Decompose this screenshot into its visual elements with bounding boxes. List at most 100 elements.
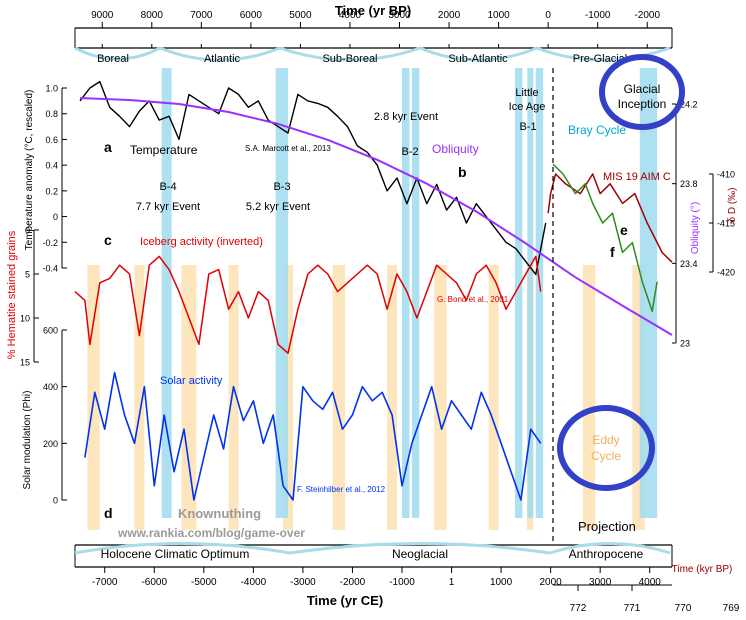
bottom-tick-label: -6000 (141, 577, 167, 588)
solar-tick-label: 200 (43, 439, 58, 449)
obliquity-tick-label: 23.4 (680, 259, 698, 269)
obliquity-label: Obliquity (432, 142, 479, 156)
iceberg-label: Iceberg activity (inverted) (140, 236, 263, 248)
cold-event-band-1 (275, 68, 289, 518)
bottom-tick-label: 1000 (490, 577, 513, 588)
top-tick-label: -2000 (634, 10, 660, 21)
bottom-tick-label: -2000 (340, 577, 366, 588)
solar-tick-label: 0 (53, 496, 58, 506)
cold-event-band-2 (401, 68, 410, 518)
bands-layer (87, 68, 658, 530)
hematite-tick-label: 5 (25, 270, 30, 280)
period-boreal: Boreal (97, 53, 129, 65)
bottom-tick-label: 1 (449, 577, 455, 588)
bottom-tick-label: -4000 (241, 577, 267, 588)
eddy-band-10 (582, 265, 596, 530)
kyr-tick-label: 769 (723, 603, 740, 614)
eddy-cycle-highlight-circle (557, 405, 655, 491)
series-layer (74, 80, 673, 501)
cold-event-band-4 (514, 68, 523, 518)
bottom-tick-label: -1000 (389, 577, 415, 588)
bottom-tick-label: 4000 (639, 577, 662, 588)
solar-label: Solar activity (160, 375, 223, 387)
panel-label-a: a (104, 139, 112, 155)
period-atlantic: Atlantic (204, 53, 241, 65)
cold-event-band-5 (527, 68, 534, 518)
deuterium-axis-title: δ D (‰) (727, 187, 738, 222)
temp-tick-label: 1.0 (45, 84, 58, 94)
series-obliquity (79, 97, 673, 336)
solar-tick-label: 400 (43, 382, 58, 392)
series-mis-19-projection (552, 163, 658, 312)
eddy-band-3 (228, 265, 239, 530)
series-temperature (79, 80, 547, 276)
cold-event-band-6 (535, 68, 544, 518)
eddy-band-5 (332, 265, 346, 530)
b4-label: B-4 (159, 181, 176, 193)
eddy-band-1 (134, 265, 145, 530)
temp-tick-label: -0.4 (42, 264, 58, 274)
period-sub-atlantic: Sub-Atlantic (448, 53, 508, 65)
bottom-tick-label: 3000 (589, 577, 612, 588)
top-tick-label: 2000 (438, 10, 461, 21)
solar-axis-title: Solar modulation (Phi) (22, 391, 33, 490)
obliquity-tick-label: 23 (680, 339, 690, 349)
glacial-inception-label-1: Glacial (624, 82, 661, 96)
obliquity-tick-label: 23.8 (680, 179, 698, 189)
panel-label-c: c (104, 232, 112, 248)
watermark-1: Knownuthing (178, 506, 261, 521)
kyr-tick-label: 772 (570, 603, 587, 614)
event-77-label: 7.7 kyr Event (136, 201, 200, 213)
hematite-tick-label: 15 (20, 358, 30, 368)
top-tick-label: 9000 (91, 10, 114, 21)
little-ice-age-label-1: Little (515, 87, 538, 99)
axes-layer: -7000 -6000 -5000 -4000 -3000 -2000 -1000 1 1000… (20, 10, 740, 614)
bottom-axis-title: Time (yr CE) (307, 593, 383, 608)
top-tick-label: 7000 (190, 10, 213, 21)
period-sub-boreal: Sub-Boreal (322, 53, 377, 65)
eddy-band-8 (488, 265, 499, 530)
event-52-label: 5.2 kyr Event (246, 201, 310, 213)
deuterium-tick-label: -420 (717, 268, 735, 278)
top-tick-label: 8000 (141, 10, 164, 21)
hematite-tick-label: 10 (20, 314, 30, 324)
bottom-tick-label: -3000 (290, 577, 316, 588)
top-tick-label: 1000 (487, 10, 510, 21)
panel-label-d: d (104, 505, 113, 521)
b3-label: B-3 (273, 181, 290, 193)
top-tick-label: 5000 (289, 10, 312, 21)
kyr-tick-label: 771 (624, 603, 641, 614)
bottom-tick-label: 2000 (539, 577, 562, 588)
top-axis-title: Time (yr BP) (335, 3, 411, 18)
cold-event-band-0 (161, 68, 172, 518)
deuterium-tick-label: -410 (717, 170, 735, 180)
bottom-tick-label: -7000 (92, 577, 118, 588)
panel-label-e: e (620, 222, 628, 238)
temp-tick-label: -0.2 (42, 238, 58, 248)
hematite-tick-label: 0 (25, 226, 30, 236)
eddy-cycle-label-1: Eddy (592, 433, 619, 447)
temp-tick-label: 0.4 (45, 161, 58, 171)
temp-tick-label: 0.8 (45, 109, 58, 119)
series-solar-activity (84, 371, 542, 501)
obliquity-axis-title: Obliquity (°) (690, 202, 701, 254)
b2-label: B-2 (401, 146, 418, 158)
eddy-band-6 (387, 265, 398, 530)
eddy-band-7 (434, 265, 447, 530)
event-28-label: 2.8 kyr Event (374, 111, 438, 123)
cold-event-band-7 (639, 68, 658, 518)
temp-tick-label: 0 (53, 212, 58, 222)
top-tick-label: -1000 (585, 10, 611, 21)
top-tick-label: 6000 (240, 10, 263, 21)
solar-tick-label: 600 (43, 326, 58, 336)
projection-label: Projection (578, 519, 636, 534)
glacial-inception-highlight-circle (599, 54, 685, 130)
hematite-axis-title: % Hematite stained grains (6, 230, 18, 359)
steinhilber-citation: F. Steinhilber et al., 2012 (297, 485, 386, 494)
period-anthropocene: Anthropocene (569, 547, 644, 561)
eddy-cycle-label-2: Cycle (591, 449, 621, 463)
temp-axis-title: Temperature anomaly (°C, rescaled) (24, 90, 35, 251)
temp-tick-label: 0.2 (45, 186, 58, 196)
cold-event-band-3 (411, 68, 420, 518)
panel-label-f: f (610, 244, 615, 260)
